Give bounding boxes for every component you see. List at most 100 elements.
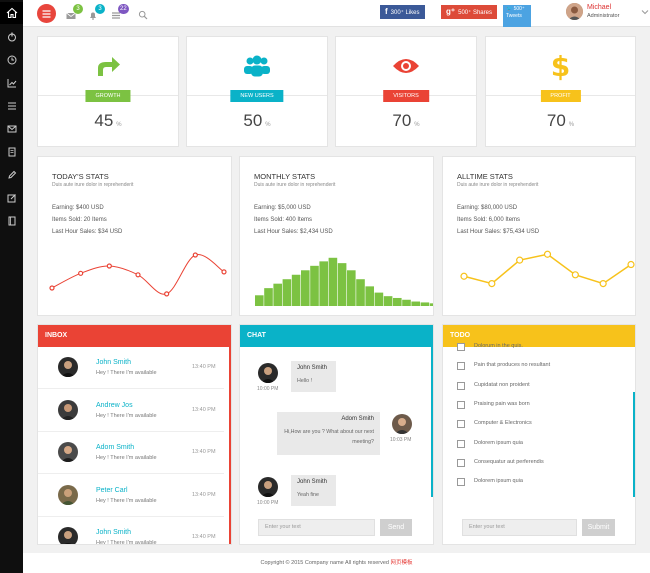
todo-submit-button[interactable]: Submit: [582, 519, 615, 536]
todo-checkbox[interactable]: [457, 343, 465, 351]
user-avatar: [566, 3, 583, 20]
tasks-badge: 22: [118, 4, 129, 14]
chat-avatar: [258, 477, 278, 497]
inbox-header: INBOX: [38, 325, 231, 347]
today-stats-card: TODAY'S STATS Duis aute irure dolor in r…: [38, 157, 231, 315]
stat-value: 50%: [243, 111, 271, 130]
chat-avatar: [392, 414, 412, 434]
chat-avatar: [258, 363, 278, 383]
todo-input[interactable]: Enter your text: [462, 519, 577, 536]
items-sold-text: Items Sold: 20 Items: [52, 217, 107, 223]
users-icon: [244, 55, 270, 77]
bar: [337, 263, 347, 306]
bar: [347, 270, 356, 306]
chat-sender: John Smith: [297, 479, 328, 485]
top-bar: 3 3 22 f 300⁺ Likes g⁺ 500⁺ Shares 🐦 500⁺ …: [23, 0, 650, 27]
todo-scrollbar[interactable]: [633, 392, 635, 497]
data-point: [599, 279, 607, 288]
inbox-row[interactable]: Peter Carl Hey ! There I'm available 13:40…: [38, 475, 224, 517]
monthly-stats-card: MONTHLY STATS Duis aute irure dolor in r…: [240, 157, 433, 315]
book-icon[interactable]: [0, 210, 23, 232]
inbox-panel: INBOX John Smith Hey ! There I'm availabl…: [38, 325, 231, 544]
facebook-likes-button[interactable]: f 300⁺ Likes: [380, 5, 425, 19]
chat-text: Hello !: [297, 378, 313, 384]
card-subtitle: Duis aute irure dolor in reprehenderit: [457, 182, 539, 188]
edit-icon[interactable]: [0, 187, 23, 209]
earning-text: Earning: $400 USD: [52, 205, 104, 211]
search-icon: [138, 10, 148, 20]
data-point: [192, 252, 198, 258]
inbox-row[interactable]: Andrew Jos Hey ! There I'm available 13:40…: [38, 390, 224, 432]
bar: [255, 295, 264, 306]
inbox-row[interactable]: John Smith Hey ! There I'm available 13:40…: [38, 517, 224, 544]
pencil-icon[interactable]: [0, 164, 23, 186]
todo-checkbox[interactable]: [457, 420, 465, 429]
google-shares-button[interactable]: g⁺ 500⁺ Shares: [441, 5, 497, 19]
bar: [383, 296, 393, 306]
todo-checkbox[interactable]: [457, 381, 465, 390]
todo-checkbox[interactable]: [457, 478, 465, 487]
dollar-icon: $: [550, 49, 571, 83]
todo-checkbox[interactable]: [457, 362, 465, 371]
message-preview: Hey ! There I'm available: [96, 497, 157, 504]
monthly-bar-chart: [255, 257, 433, 306]
items-sold-text: Items Sold: 400 Items: [254, 217, 313, 223]
search-button[interactable]: [138, 7, 152, 21]
messages-button[interactable]: 3: [66, 4, 83, 21]
data-point: [135, 272, 141, 278]
data-point: [106, 263, 112, 269]
user-name: Michael: [587, 4, 612, 11]
sender-name[interactable]: Peter Carl: [96, 486, 128, 494]
sender-name[interactable]: John Smith: [96, 529, 132, 536]
todo-checkbox[interactable]: [457, 458, 465, 467]
inbox-row[interactable]: John Smith Hey ! There I'm available 13:40…: [38, 347, 224, 389]
sender-name[interactable]: John Smith: [96, 359, 132, 366]
messages-badge: 3: [73, 4, 83, 14]
tasks-button[interactable]: 22: [111, 4, 129, 21]
list-icon[interactable]: [0, 95, 23, 117]
sender-name[interactable]: Andrew Jos: [96, 401, 133, 409]
tasks-icon: [112, 12, 120, 19]
stat-label: NEW USERS: [230, 90, 284, 102]
sender-name[interactable]: Adom Smith: [96, 444, 135, 451]
user-role: Administrator: [587, 13, 620, 19]
bar: [273, 283, 282, 306]
power-icon[interactable]: [0, 26, 23, 48]
bar: [291, 274, 301, 306]
inbox-row[interactable]: Adom Smith Hey ! There I'm available 13:40…: [38, 432, 224, 474]
footer: Copyright © 2015 Company name All rights…: [23, 553, 650, 573]
todo-checkbox[interactable]: [457, 400, 465, 409]
stat-tile-profit: $ PROFIT 70%: [486, 37, 635, 146]
message-preview: Hey ! There I'm available: [96, 370, 157, 376]
chat-scrollbar[interactable]: [431, 347, 433, 497]
data-point: [627, 260, 635, 269]
notifications-button[interactable]: 3: [88, 4, 105, 21]
bar: [301, 270, 310, 306]
menu-toggle-button[interactable]: [37, 4, 56, 23]
chat-send-button[interactable]: Send: [380, 519, 412, 536]
chat-input[interactable]: Enter your text: [258, 519, 375, 536]
document-icon[interactable]: [0, 141, 23, 163]
message-time: 13:40 PM: [192, 534, 216, 540]
inbox-scrollbar[interactable]: [229, 347, 231, 544]
bar: [374, 292, 384, 306]
chat-time: 10:03 PM: [390, 437, 412, 443]
footer-link[interactable]: 网页模板: [390, 560, 413, 566]
mail-icon[interactable]: [0, 118, 23, 140]
chat-panel: CHAT 10:00 PM John Smith Hello ! 10:03 P…: [240, 325, 433, 544]
todo-text: Pain that produces no resultant: [474, 362, 551, 369]
chart-icon[interactable]: [0, 72, 23, 94]
message-preview: Hey ! There I'm available: [96, 540, 157, 544]
data-point: [571, 271, 579, 279]
home-icon[interactable]: [0, 2, 23, 24]
chat-sender: Adom Smith: [341, 416, 374, 422]
bar: [356, 279, 365, 306]
twitter-tweets-button[interactable]: 🐦 500⁺ Tweets: [503, 5, 531, 27]
todo-checkbox[interactable]: [457, 439, 465, 448]
stat-value: 45%: [94, 111, 122, 130]
todo-text: Cupidatat non proident: [474, 381, 530, 388]
today-line-chart: [49, 252, 227, 297]
chevron-down-icon[interactable]: [641, 9, 649, 15]
clock-icon[interactable]: [0, 49, 23, 71]
message-time: 13:40 PM: [192, 364, 216, 370]
